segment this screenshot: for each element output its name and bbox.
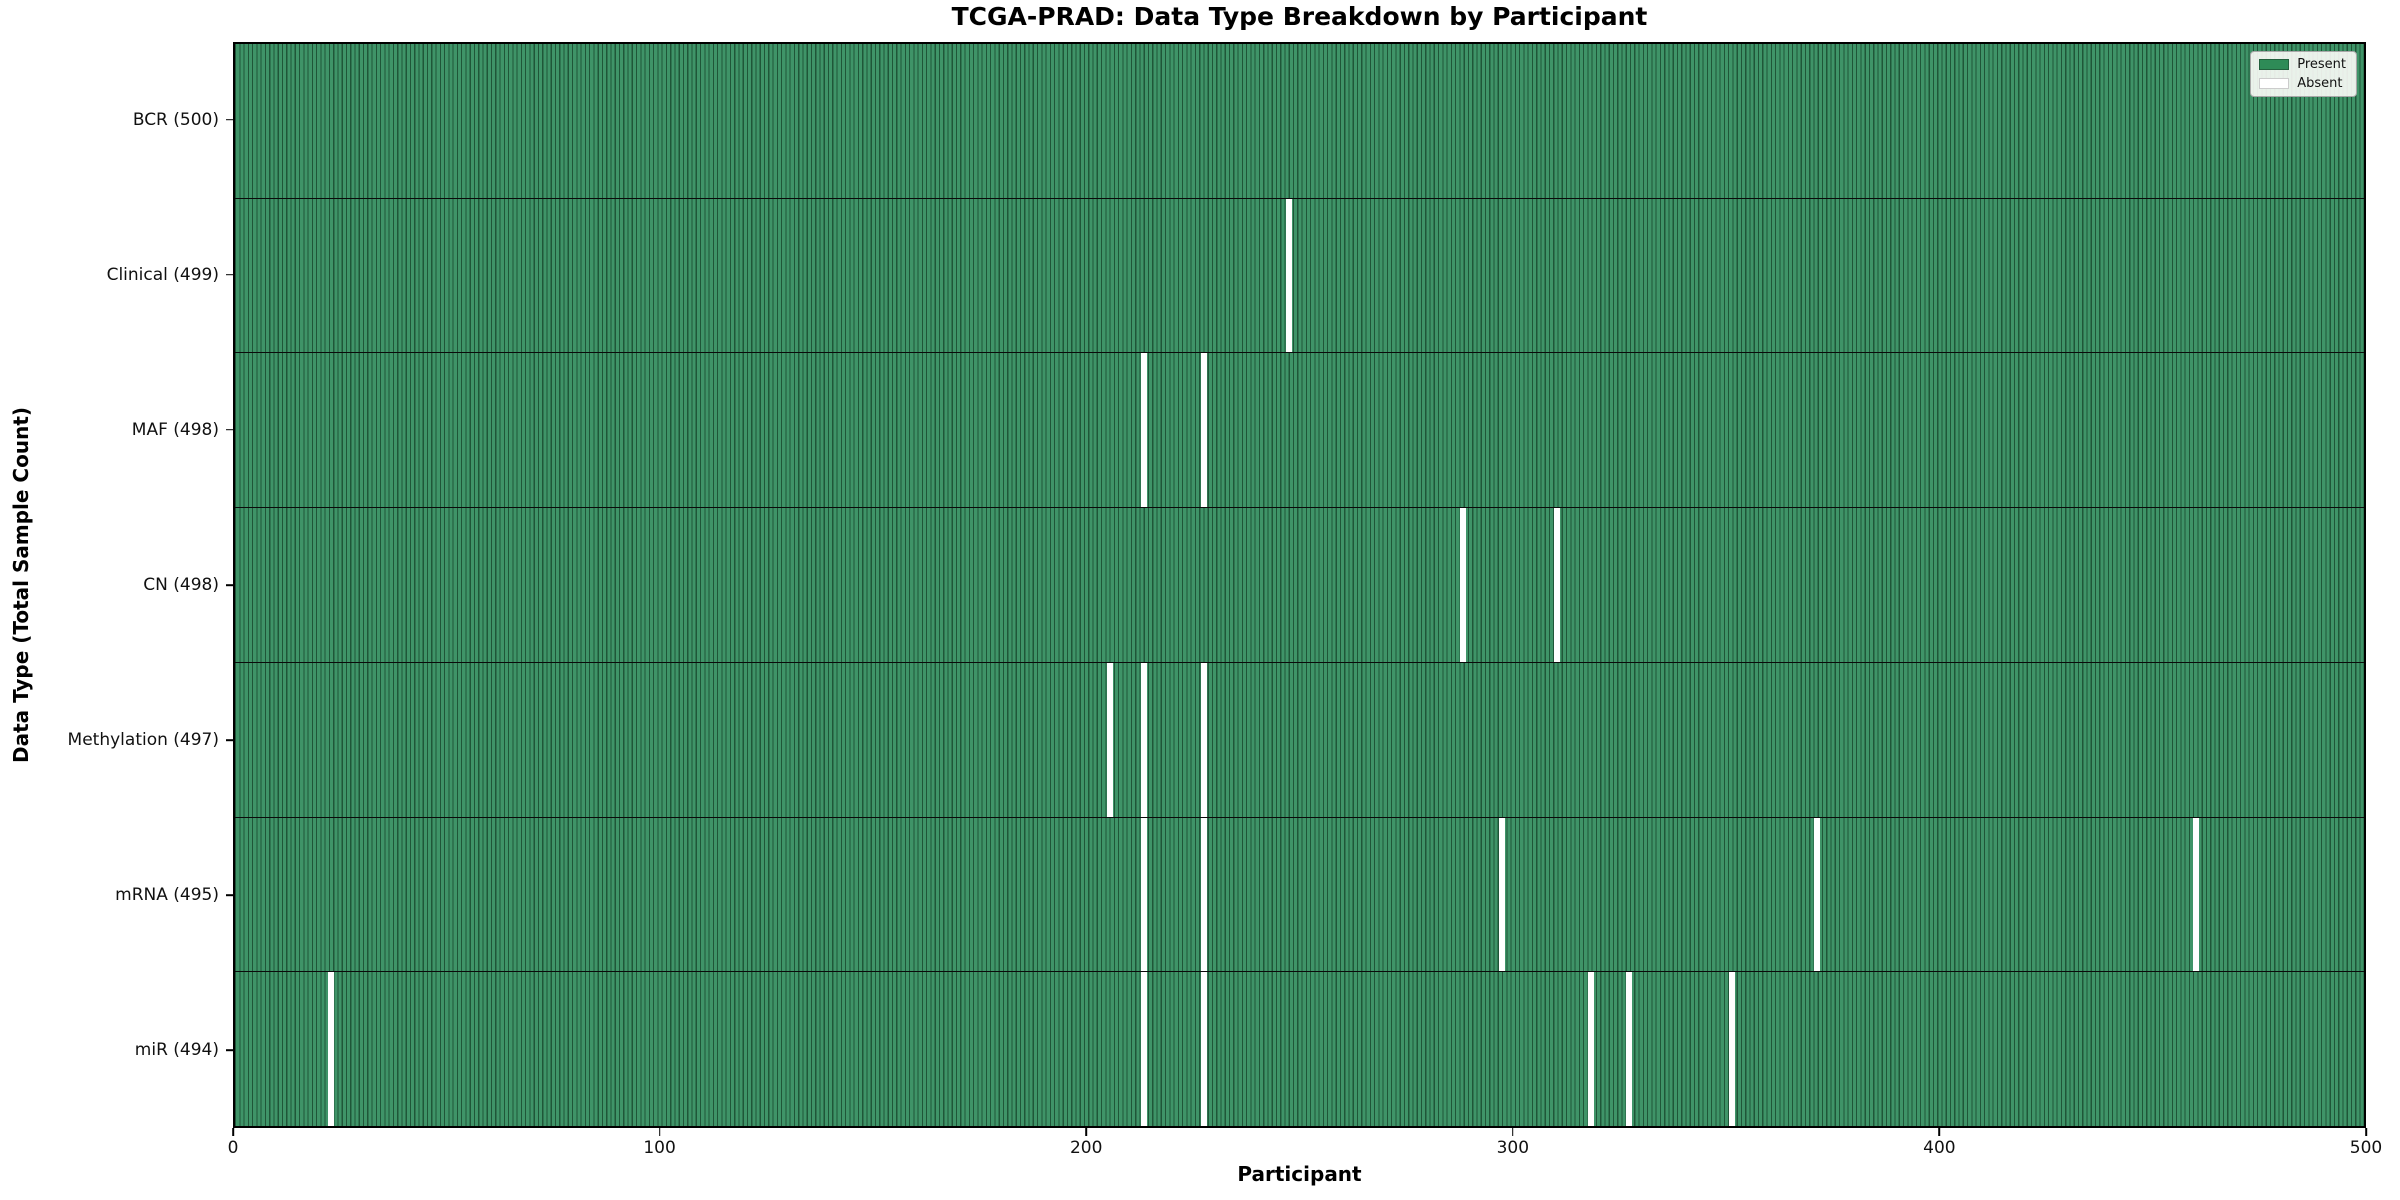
heatmap-row-clinical (235, 198, 2364, 354)
ytick-mark (226, 894, 233, 897)
xtick-mark (1085, 1128, 1087, 1136)
absent-gap (1200, 817, 1207, 972)
legend-label-absent: Absent (2297, 76, 2343, 91)
heatmap-row-mir (235, 972, 2364, 1127)
ytick-label-mir: miR (494) (134, 1040, 219, 1061)
absent-gap (1141, 353, 1148, 508)
xtick-mark (1938, 1128, 1941, 1136)
heatmap-row-methylation (235, 662, 2364, 818)
ytick-label-methylation: Methylation (497) (67, 730, 219, 751)
absent-gap (1107, 662, 1114, 817)
xtick-mark (1512, 1128, 1514, 1136)
xtick-mark (658, 1128, 661, 1136)
plot-area: Present Absent (233, 42, 2366, 1128)
ytick-label-clinical: Clinical (499) (106, 264, 219, 285)
absent-gap (1141, 972, 1148, 1127)
heatmap-row-mrna (235, 817, 2364, 973)
legend-swatch-present-icon (2259, 59, 2290, 70)
legend-label-present: Present (2297, 57, 2346, 72)
absent-gap (1588, 972, 1595, 1127)
xtick-label-300: 300 (1496, 1138, 1530, 1158)
x-axis-label: Participant (1237, 1162, 1362, 1186)
heatmap-row-cn (235, 508, 2364, 663)
absent-gap (2192, 817, 2199, 972)
absent-gap (1460, 508, 1467, 662)
xtick-label-500: 500 (2349, 1138, 2383, 1158)
xtick-label-200: 200 (1069, 1138, 1103, 1158)
legend-swatch-absent-icon (2259, 78, 2290, 89)
absent-gap (1141, 662, 1148, 817)
xtick-mark (232, 1128, 234, 1136)
ytick-label-maf: MAF (498) (131, 419, 219, 440)
ytick-mark (226, 429, 233, 431)
legend-entry-present: Present (2259, 57, 2346, 72)
absent-gap (1285, 198, 1292, 353)
ytick-mark (226, 584, 233, 586)
absent-gap (1728, 972, 1735, 1127)
ytick-label-cn: CN (498) (143, 575, 219, 595)
ytick-mark (226, 118, 233, 121)
xtick-label-100: 100 (643, 1138, 676, 1158)
xtick-label-400: 400 (1923, 1138, 1956, 1158)
xtick-label-0: 0 (227, 1138, 239, 1158)
absent-gap (1626, 972, 1633, 1127)
heatmap-row-maf (235, 353, 2364, 509)
absent-gap (1141, 817, 1148, 972)
absent-gap (1498, 817, 1505, 972)
absent-gap (1554, 508, 1561, 662)
legend-entry-absent: Absent (2259, 76, 2346, 91)
absent-gap (1813, 817, 1820, 972)
absent-gap (1200, 353, 1207, 508)
ytick-mark (226, 273, 233, 276)
ytick-mark (226, 1049, 233, 1052)
ytick-label-bcr: BCR (500) (132, 109, 219, 130)
heatmap-rows (235, 44, 2364, 1127)
absent-gap (1200, 972, 1207, 1127)
absent-gap (327, 972, 334, 1127)
xtick-mark (2365, 1128, 2367, 1136)
legend: Present Absent (2250, 51, 2357, 97)
heatmap-row-bcr (235, 44, 2364, 199)
ytick-label-mrna: mRNA (495) (115, 885, 219, 906)
absent-gap (1200, 662, 1207, 817)
chart-title: TCGA-PRAD: Data Type Breakdown by Partic… (951, 2, 1648, 31)
ytick-mark (226, 739, 233, 741)
